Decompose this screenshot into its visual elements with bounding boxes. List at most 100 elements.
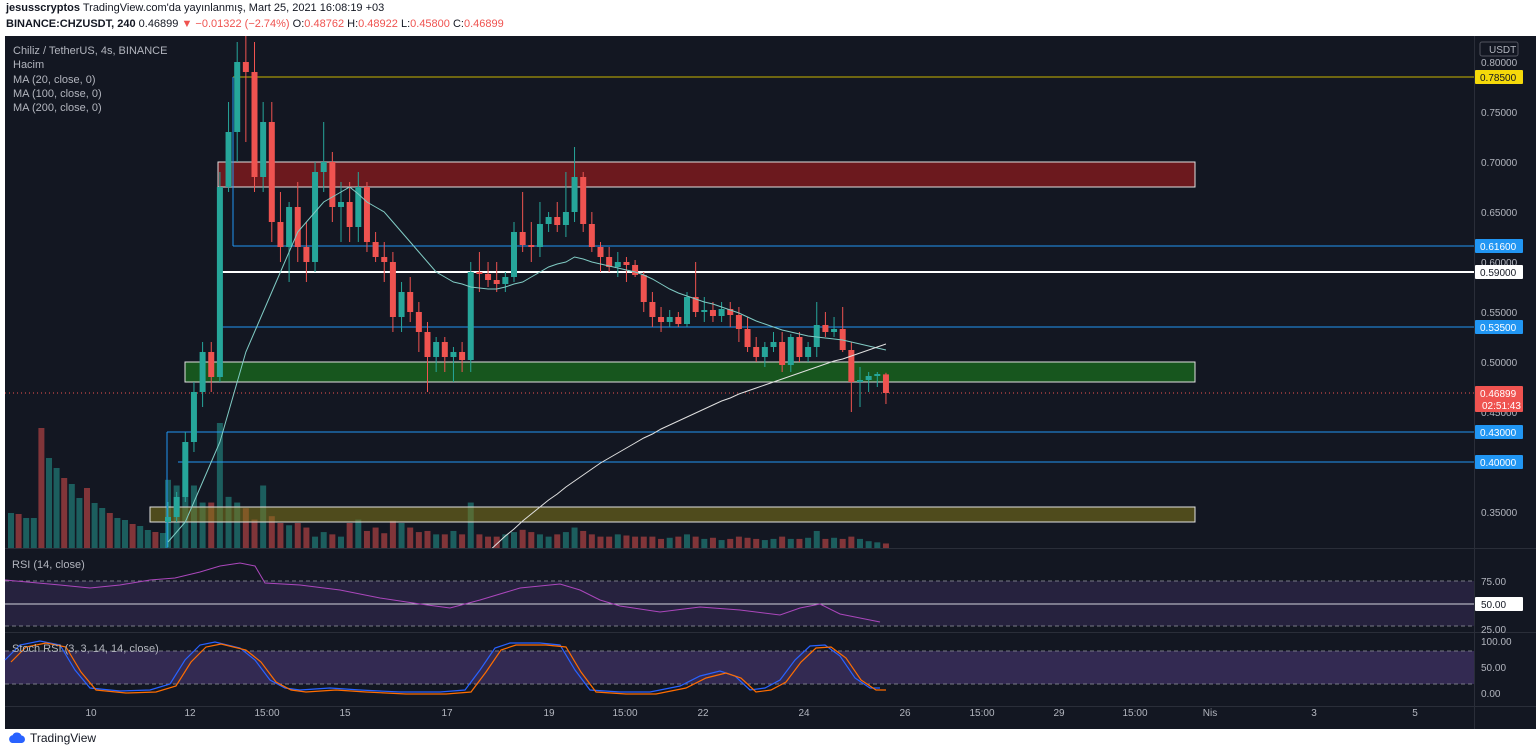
tradingview-logo[interactable]: TradingView	[8, 731, 96, 745]
volume-bar	[813, 530, 820, 548]
volume-bar	[779, 536, 786, 548]
volume-bar	[129, 524, 136, 548]
volume-bar	[389, 520, 396, 548]
volume-bar	[286, 525, 293, 548]
stoch-tick-label: 100.00	[1481, 637, 1512, 648]
volume-bar	[398, 523, 405, 548]
candle-body	[805, 347, 812, 357]
legend-ma100[interactable]: MA (100, close, 0)	[13, 87, 102, 100]
volume-bar	[450, 530, 457, 548]
candle-body	[216, 187, 223, 377]
candle-body	[173, 497, 180, 517]
volume-bar	[30, 518, 37, 548]
volume-bar	[831, 537, 838, 548]
rsi-line	[4, 562, 881, 623]
legend-ma20[interactable]: MA (20, close, 0)	[13, 73, 96, 86]
last-price: 0.46899	[138, 18, 179, 30]
candle-body	[485, 274, 492, 280]
candle-body	[182, 442, 189, 497]
legend-volume[interactable]: Hacim	[13, 59, 45, 72]
price-change: ▼ −0.01322 (−2.74%)	[181, 18, 290, 30]
volume-bar	[46, 458, 52, 548]
volume-bar	[675, 536, 682, 548]
volume-bar	[848, 536, 855, 548]
volume-bar	[144, 530, 151, 548]
candle-body	[545, 217, 552, 224]
close-label: C:	[452, 18, 464, 30]
volume-bar	[692, 536, 699, 548]
legend-ma200[interactable]: MA (200, close, 0)	[13, 102, 102, 115]
volume-bar	[372, 527, 379, 548]
candle-body	[511, 232, 517, 277]
volume-bar	[649, 536, 656, 548]
candle-body	[865, 376, 872, 380]
volume-bar	[53, 468, 60, 548]
candle-body	[588, 224, 595, 247]
candle-body	[874, 374, 881, 376]
candle-body	[554, 217, 561, 225]
candle-body	[441, 342, 448, 357]
candle-body	[320, 162, 327, 172]
zone-resistance	[217, 161, 1196, 188]
author-name[interactable]: jesusscryptos	[6, 2, 80, 14]
volume-bar	[476, 534, 483, 548]
time-tick-label: 19	[543, 708, 555, 719]
candle-body	[234, 62, 241, 132]
price-badge-label: 0.59000	[1480, 268, 1517, 279]
price-tick-label: 0.35000	[1481, 508, 1518, 519]
volume-bar	[61, 478, 68, 548]
candle-body	[389, 262, 396, 317]
candle-body	[398, 292, 405, 317]
price-badge	[1475, 386, 1523, 412]
ohlc-header: BINANCE:CHZUSDT, 240 0.46899 ▼ −0.01322 …	[6, 18, 504, 30]
high-label: H:	[347, 18, 359, 30]
volume-bar	[433, 534, 440, 548]
high-value: 0.48922	[358, 18, 398, 30]
candle-body	[528, 245, 535, 247]
price-axis[interactable]	[1474, 36, 1536, 729]
volume-bar	[536, 534, 543, 548]
volume-bar	[545, 536, 552, 548]
candle-body	[208, 352, 215, 377]
stoch-d-line	[10, 642, 886, 695]
candle-body	[277, 222, 284, 247]
volume-bar	[744, 537, 751, 548]
candle-body	[770, 342, 777, 347]
volume-bar	[874, 542, 881, 548]
zone-lower-support	[149, 506, 1196, 523]
volume-bar	[805, 537, 812, 548]
stoch-label: Stoch RSI (3, 3, 14, 14, close)	[12, 643, 159, 655]
volume-bar	[152, 532, 159, 548]
volume-bar	[485, 536, 492, 548]
price-badge-label: 0.46899	[1480, 389, 1517, 400]
time-tick-label: 12	[184, 708, 196, 719]
stoch-tick-label: 50.00	[1481, 663, 1506, 674]
candle-body	[857, 380, 863, 382]
price-badge	[1475, 455, 1523, 469]
low-value: 0.45800	[410, 18, 450, 30]
time-tick-label: 15	[339, 708, 351, 719]
volume-bar	[658, 538, 665, 548]
open-value: 0.48762	[304, 18, 345, 30]
volume-bar	[666, 537, 673, 548]
stoch-band	[5, 651, 1474, 684]
volume-bar	[571, 527, 578, 548]
time-tick-label: 26	[899, 708, 911, 719]
volume-bar	[580, 530, 587, 548]
volume-bar	[91, 503, 98, 548]
legend-title[interactable]: Chiliz / TetherUS, 4s, BINANCE	[13, 45, 168, 57]
price-tick-label: 0.65000	[1481, 208, 1518, 219]
price-badge	[1475, 265, 1523, 279]
candle-body	[433, 342, 440, 357]
volume-bar	[493, 536, 500, 548]
candle-body	[744, 329, 751, 347]
candle-body	[709, 310, 716, 316]
volume-bar	[76, 498, 83, 548]
chart-legend: Chiliz / TetherUS, 4s, BINANCE Hacim MA …	[13, 44, 167, 115]
volume-bar	[320, 532, 327, 548]
price-badge-label: 0.78500	[1480, 73, 1517, 84]
candle-body	[779, 342, 786, 365]
volume-bar	[597, 536, 604, 548]
candle-body	[813, 325, 820, 347]
candle-body	[251, 72, 258, 177]
